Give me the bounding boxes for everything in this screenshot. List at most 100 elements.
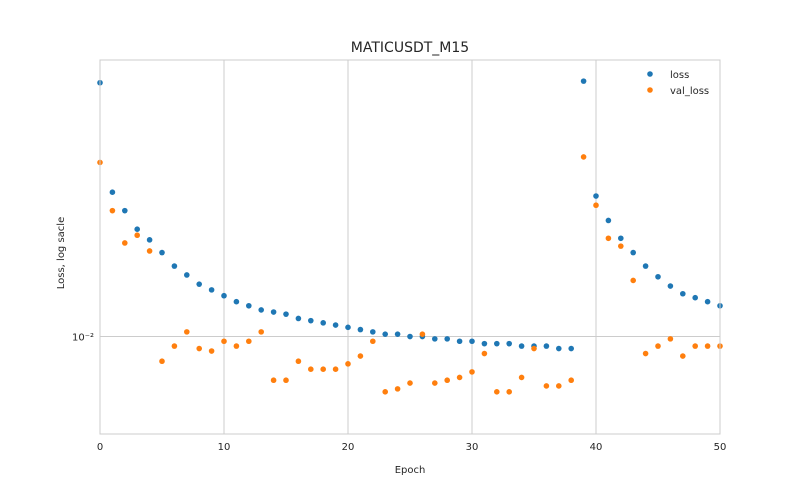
data-point	[667, 336, 674, 342]
data-point	[580, 78, 587, 84]
data-point	[407, 333, 413, 340]
data-point	[345, 324, 351, 331]
data-point	[680, 353, 686, 359]
data-point	[469, 338, 475, 345]
data-point	[382, 389, 389, 395]
data-point	[258, 307, 265, 313]
data-point	[320, 320, 327, 326]
data-point	[655, 273, 661, 280]
tick-labels: 0 10 20 30 40 50 10⁻²	[72, 333, 726, 453]
data-point	[642, 350, 649, 357]
data-point	[456, 374, 463, 381]
data-point	[184, 329, 190, 335]
y-axis-label: Loss, log sacle	[56, 217, 67, 289]
data-point	[246, 302, 252, 309]
data-point	[704, 343, 711, 349]
data-point	[394, 386, 401, 392]
data-point	[432, 380, 438, 386]
data-point	[295, 315, 302, 322]
data-point	[593, 202, 599, 209]
data-point	[605, 217, 612, 224]
data-point	[332, 322, 339, 328]
legend-label: val_loss	[670, 86, 709, 97]
data-point	[370, 329, 376, 335]
data-point	[506, 340, 512, 347]
series-loss	[97, 78, 723, 352]
data-point	[357, 353, 364, 359]
data-point	[208, 348, 215, 354]
data-point	[159, 249, 165, 256]
data-point	[667, 283, 674, 289]
legend-marker	[647, 71, 653, 77]
data-point	[494, 389, 500, 395]
plot-frame	[99, 59, 721, 435]
data-point	[543, 343, 550, 349]
data-point	[122, 240, 128, 246]
data-point	[270, 377, 277, 384]
data-point	[283, 377, 289, 384]
data-point	[568, 345, 574, 352]
data-point	[518, 343, 525, 349]
data-point	[146, 237, 153, 243]
data-point	[221, 338, 227, 345]
data-point	[605, 235, 612, 242]
data-point	[308, 317, 314, 324]
data-point	[109, 207, 116, 214]
data-point	[246, 338, 252, 345]
data-point	[543, 383, 550, 389]
data-point	[407, 380, 413, 386]
data-point	[134, 232, 140, 239]
data-point	[357, 326, 364, 333]
data-point	[456, 338, 463, 345]
legend: loss val_loss	[647, 70, 709, 97]
data-point	[332, 366, 339, 372]
data-point	[506, 389, 512, 395]
data-point	[568, 377, 574, 384]
data-point	[146, 248, 153, 254]
data-point	[370, 338, 376, 345]
data-point	[494, 340, 500, 347]
x-tick-label: 30	[466, 442, 479, 453]
data-point	[345, 361, 351, 367]
chart-title: MATICUSDT_M15	[351, 40, 469, 56]
data-point	[618, 235, 624, 242]
data-point	[481, 350, 488, 357]
data-point	[556, 345, 562, 352]
x-tick-label: 10	[218, 442, 231, 453]
data-point	[481, 340, 488, 347]
data-point	[109, 189, 116, 195]
data-point	[184, 272, 190, 278]
data-point	[432, 336, 438, 342]
data-point	[593, 193, 599, 199]
data-point	[704, 298, 711, 305]
data-point	[531, 345, 537, 352]
data-point	[171, 263, 178, 269]
data-point	[518, 374, 525, 381]
data-point	[320, 366, 327, 372]
data-point	[134, 226, 140, 233]
data-point	[159, 358, 165, 365]
data-point	[642, 263, 649, 269]
x-axis-label: Epoch	[395, 465, 426, 476]
series-val-loss	[97, 154, 723, 395]
x-tick-label: 50	[714, 442, 727, 453]
data-point	[233, 298, 240, 305]
data-point	[122, 207, 128, 214]
data-point	[469, 369, 475, 375]
data-point	[580, 154, 587, 160]
data-point	[680, 290, 686, 297]
data-point	[556, 383, 562, 389]
data-point	[258, 329, 265, 335]
data-point	[382, 331, 389, 337]
legend-marker	[647, 87, 653, 93]
data-point	[295, 358, 302, 365]
legend-label: loss	[670, 70, 689, 81]
data-point	[221, 292, 227, 299]
data-points	[97, 78, 723, 395]
data-point	[270, 309, 277, 315]
data-point	[196, 345, 202, 352]
data-point	[655, 343, 661, 349]
data-point	[444, 377, 451, 384]
data-point	[208, 287, 215, 293]
